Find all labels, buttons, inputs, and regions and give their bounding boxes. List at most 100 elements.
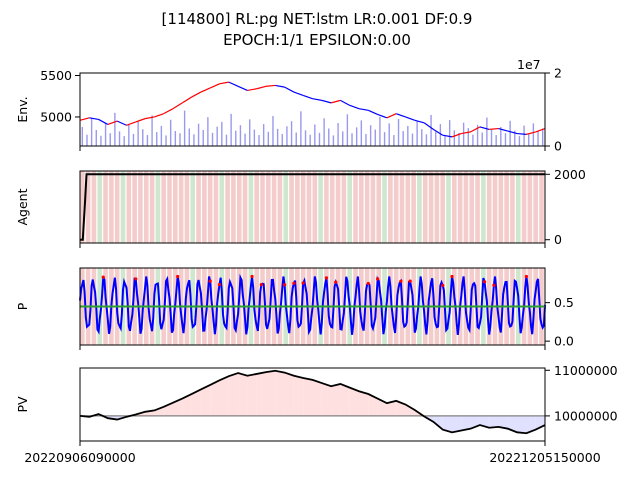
buy-action-band (312, 171, 318, 243)
y2-tick-label: 2000 (554, 167, 586, 182)
policy-buy-marker (134, 277, 138, 281)
pv-profit-area (266, 370, 276, 416)
policy-buy-marker (524, 274, 529, 279)
hold-action-band (318, 171, 323, 243)
price-segment (470, 126, 481, 133)
hold-action-band (382, 171, 387, 243)
buy-action-band (399, 171, 405, 243)
price-segment (191, 91, 202, 98)
price-segment (517, 132, 527, 135)
buy-action-band (300, 171, 306, 243)
pv-profit-area (284, 372, 294, 416)
policy-buy-marker (376, 277, 380, 281)
buy-action-band (149, 171, 155, 243)
pv-profit-area (275, 370, 285, 416)
env-panel: 5000 5500 0 2 1e7 Env. (15, 57, 562, 154)
buy-action-band (452, 171, 457, 243)
price-segment (302, 94, 313, 100)
price-segment (535, 128, 546, 133)
buy-action-band (295, 171, 300, 243)
buy-action-band (388, 171, 393, 243)
price-segment (368, 109, 378, 116)
agent-stock-line (80, 173, 545, 241)
pv-profit-area (312, 379, 322, 416)
pv-profit-area (349, 387, 359, 416)
hold-action-band (120, 171, 126, 243)
price-segment (442, 134, 453, 138)
price-segment (200, 87, 211, 93)
price-segment (321, 99, 332, 104)
policy-buy-marker (250, 274, 254, 279)
price-segment (461, 131, 471, 135)
pv-profit-area (228, 373, 239, 416)
y-axis-label: Env. (15, 96, 30, 122)
buy-action-band (341, 171, 347, 243)
buy-action-band (202, 171, 207, 243)
x-tick-label-start: 20220906090000 (24, 450, 135, 465)
buy-action-band (254, 171, 259, 243)
buy-action-band (173, 171, 178, 243)
price-segment (498, 127, 508, 132)
policy-buy-marker (176, 274, 180, 279)
buy-action-band (353, 171, 358, 243)
policy-buy-marker (334, 280, 338, 284)
pv-profit-area (396, 400, 406, 416)
price-segment (275, 84, 285, 88)
buy-action-band (207, 171, 213, 243)
price-segment (414, 119, 425, 124)
buy-action-band (492, 171, 498, 243)
price-segment (79, 117, 90, 121)
buy-action-band (405, 171, 411, 243)
policy-buy-marker (292, 281, 296, 285)
buy-action-band (463, 171, 469, 243)
price-segment (405, 116, 416, 121)
buy-action-band (457, 171, 463, 243)
hold-action-band (515, 171, 521, 243)
axes-frame (79, 267, 546, 346)
pv-profit-area (293, 375, 304, 416)
buy-action-band (527, 171, 533, 243)
y2-offset-label: 1e7 (517, 57, 541, 72)
pv-loss-area (433, 415, 443, 430)
price-segment (349, 104, 360, 110)
pv-profit-area (191, 389, 201, 416)
buy-action-band (359, 171, 364, 243)
pv-profit-area (219, 376, 229, 416)
buy-action-band (138, 171, 143, 243)
buy-action-band (126, 171, 132, 243)
price-segment (172, 102, 183, 110)
pv-profit-area (154, 406, 164, 416)
buy-action-band (510, 171, 515, 243)
buy-action-band (521, 171, 527, 243)
policy-buy-marker (301, 281, 305, 285)
buy-action-band (242, 171, 248, 243)
pv-profit-area (359, 391, 369, 416)
buy-action-band (422, 171, 428, 243)
policy-panel: 0.0 0.5 P (15, 267, 574, 350)
buy-action-band (103, 171, 108, 243)
pv-profit-area (340, 383, 350, 416)
axes-frame (79, 72, 546, 147)
price-segment (228, 81, 239, 87)
pv-loss-area (452, 415, 462, 433)
price-segment (330, 99, 341, 104)
y2-tick-label: 11000000 (554, 363, 618, 378)
price-segment (107, 120, 118, 125)
buy-action-band (260, 171, 265, 243)
hold-action-band (446, 171, 451, 243)
buy-action-band (428, 171, 434, 243)
axes-frame (79, 170, 546, 244)
y2-tick-label: 0.0 (554, 334, 574, 349)
pv-loss-area (526, 415, 536, 434)
price-segment (526, 131, 536, 135)
price-segment (116, 120, 127, 126)
price-segment (265, 84, 276, 87)
hold-action-band (155, 171, 161, 243)
pv-profit-area (368, 394, 378, 416)
hold-action-band (283, 171, 289, 243)
agent-panel: 0 2000 Agent (15, 167, 586, 248)
price-segment (144, 116, 155, 120)
price-segment (89, 117, 99, 121)
price-segment (209, 83, 220, 89)
price-segment (237, 85, 248, 91)
